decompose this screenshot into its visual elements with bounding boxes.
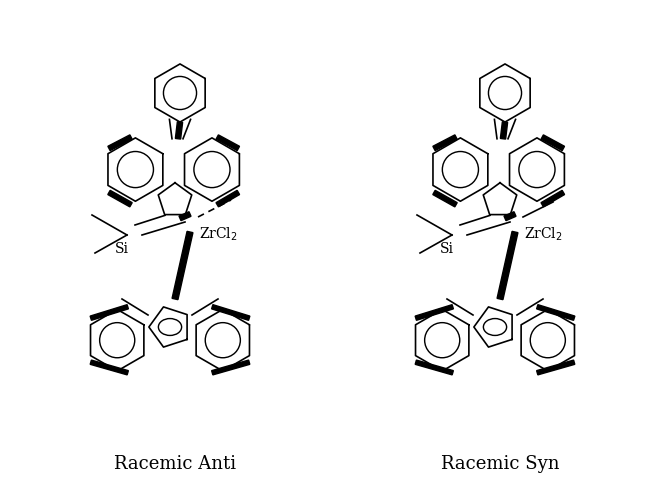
Polygon shape [536,360,574,375]
Text: Si: Si [440,242,454,256]
Polygon shape [212,360,250,375]
Polygon shape [433,190,457,207]
Text: ZrCl$_2$: ZrCl$_2$ [198,225,237,243]
Text: Racemic Syn: Racemic Syn [441,455,559,473]
Polygon shape [500,122,508,139]
Polygon shape [536,305,575,320]
Polygon shape [108,135,132,151]
Polygon shape [415,305,454,320]
Polygon shape [497,231,518,300]
Polygon shape [216,190,240,207]
Polygon shape [504,212,516,220]
Polygon shape [415,360,454,375]
Polygon shape [216,135,240,151]
Polygon shape [108,190,132,207]
Polygon shape [90,360,128,375]
Text: Si: Si [115,242,129,256]
Polygon shape [433,135,457,151]
Polygon shape [212,305,250,320]
Polygon shape [541,135,564,151]
Polygon shape [179,212,191,220]
Polygon shape [172,231,193,300]
Polygon shape [90,305,128,320]
Polygon shape [541,190,564,207]
Text: Racemic Anti: Racemic Anti [114,455,236,473]
Polygon shape [176,122,182,139]
Text: ZrCl$_2$: ZrCl$_2$ [524,225,562,243]
